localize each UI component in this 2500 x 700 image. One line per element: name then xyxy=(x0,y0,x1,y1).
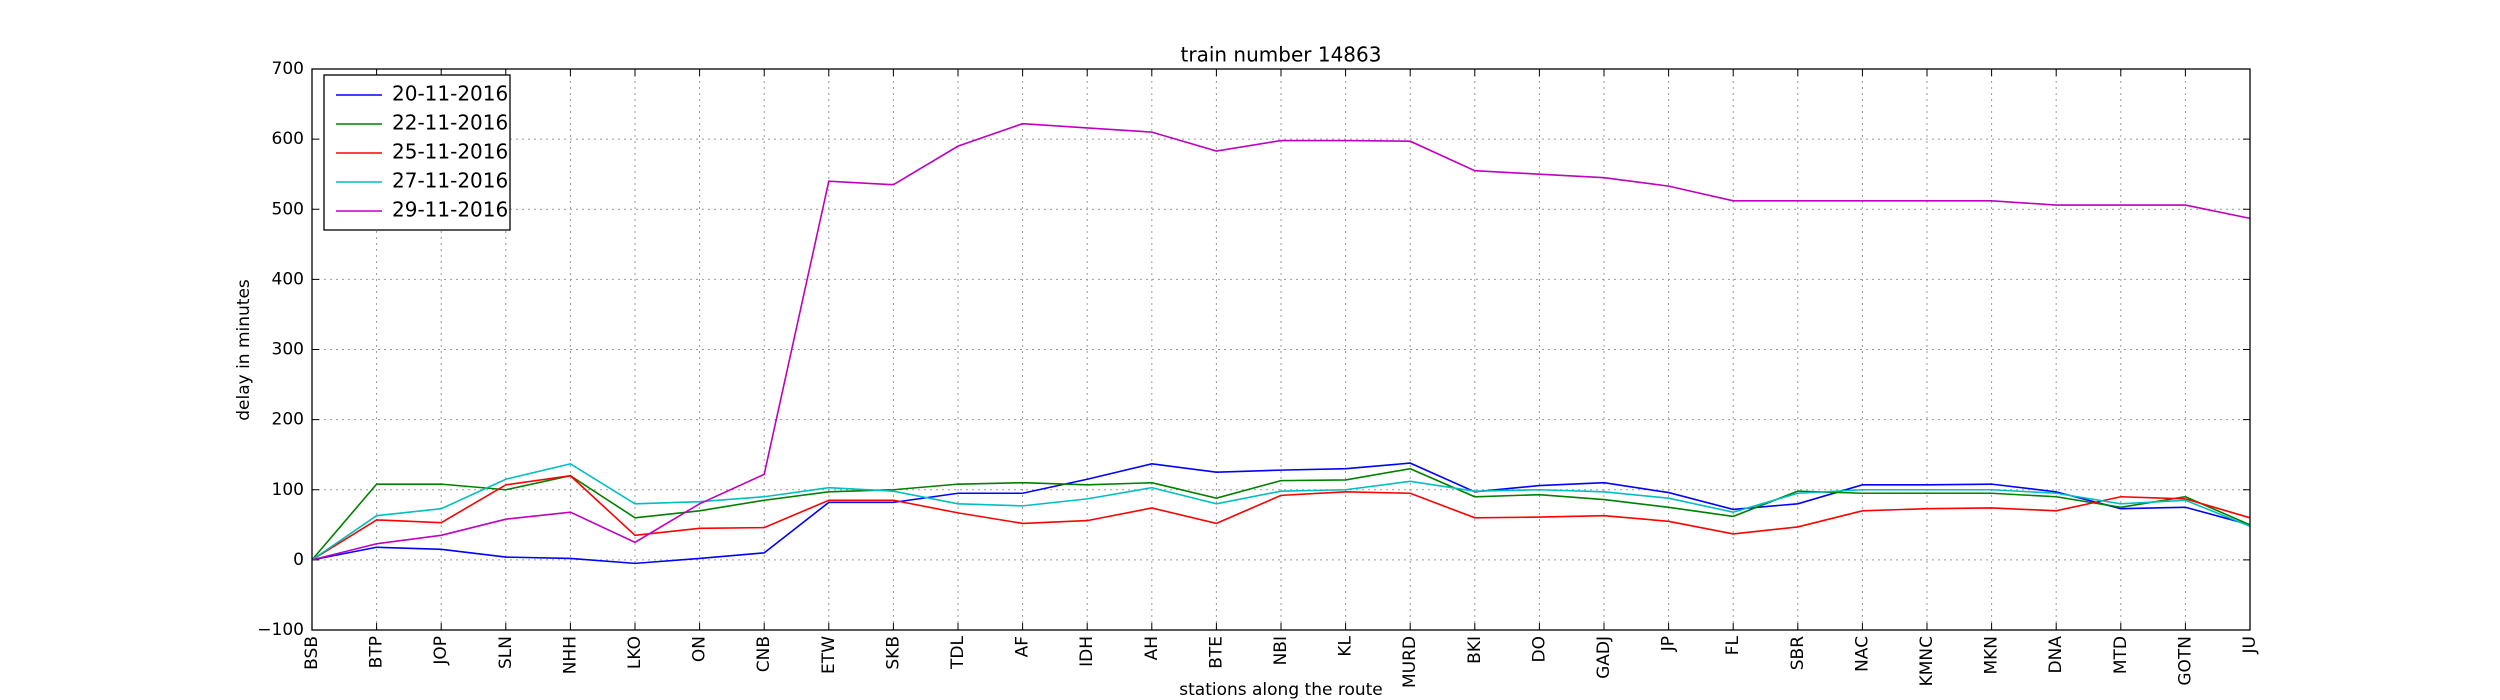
x-tick-label: NBI xyxy=(1271,636,1291,665)
x-tick-label: MURD xyxy=(1400,636,1420,688)
x-tick-label: GADJ xyxy=(1594,636,1614,679)
x-tick-label: MTD xyxy=(2111,636,2131,674)
x-tick-label: BTE xyxy=(1206,636,1226,669)
x-tick-label: BTP xyxy=(367,636,387,668)
series-line xyxy=(311,462,2251,561)
y-tick-label: −100 xyxy=(257,620,304,640)
series-line xyxy=(311,122,2251,561)
x-tick-label: BSB xyxy=(302,636,322,670)
series-line xyxy=(311,467,2251,561)
x-tick-label: DNA xyxy=(2046,636,2066,674)
x-tick-label: GOTN xyxy=(2175,636,2195,686)
x-tick-label: ON xyxy=(690,636,710,662)
x-tick-label: KL xyxy=(1336,635,1356,656)
x-tick-label: ETW xyxy=(819,636,839,674)
plot-frame xyxy=(311,68,2251,631)
x-tick-label: LKO xyxy=(625,636,645,669)
legend: 20-11-2016 22-11-2016 25-11-2016 27-11-2016… xyxy=(323,74,511,231)
y-tick-label: 100 xyxy=(272,480,304,500)
legend-label: 25-11-2016 xyxy=(392,140,508,164)
x-tick-label: MKN xyxy=(1982,636,2002,675)
y-tick-label: 200 xyxy=(272,410,304,430)
x-axis-label: stations along the route xyxy=(1179,680,1383,700)
x-tick-label: CNB xyxy=(754,636,774,672)
y-axis-label: delay in minutes xyxy=(234,279,254,421)
y-tick-label: 500 xyxy=(272,199,304,219)
y-tick-label: 600 xyxy=(272,129,304,149)
x-tick-label: SKB xyxy=(883,636,903,670)
legend-label: 20-11-2016 xyxy=(392,82,508,106)
series-line xyxy=(311,474,2251,561)
x-tick-label: NAC xyxy=(1852,636,1872,672)
x-tick-label: DO xyxy=(1529,636,1549,662)
legend-label: 27-11-2016 xyxy=(392,169,508,193)
x-tick-label: JU xyxy=(2240,636,2260,654)
x-tick-label: BKI xyxy=(1465,636,1485,664)
legend-label: 22-11-2016 xyxy=(392,111,508,135)
x-tick-label: KMNC xyxy=(1917,636,1937,686)
x-tick-label: AH xyxy=(1142,636,1162,660)
y-tick-label: 0 xyxy=(293,550,304,570)
series-line xyxy=(311,462,2251,565)
y-tick-label: 400 xyxy=(272,269,304,289)
x-tick-label: IDH xyxy=(1077,636,1097,667)
legend-label: 29-11-2016 xyxy=(392,198,508,222)
chart-title: train number 14863 xyxy=(1181,43,1382,67)
y-tick-label: 700 xyxy=(272,59,304,79)
x-tick-label: TDL xyxy=(948,635,968,669)
x-tick-label: SLN xyxy=(496,636,516,669)
x-tick-label: SBR xyxy=(1788,636,1808,670)
x-tick-label: AF xyxy=(1013,636,1033,657)
x-tick-label: JOP xyxy=(431,636,451,666)
x-tick-label: NHH xyxy=(560,636,580,674)
y-tick-label: 300 xyxy=(272,340,304,360)
x-tick-label: JP xyxy=(1659,636,1679,652)
x-tick-label: FL xyxy=(1723,635,1743,655)
